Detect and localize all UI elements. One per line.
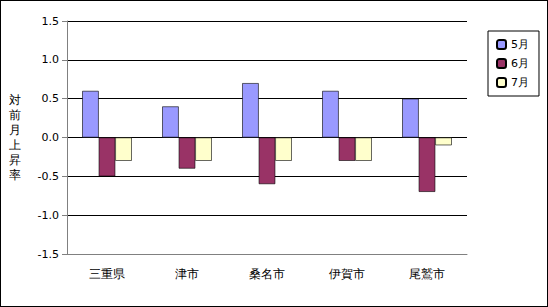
svg-text:伊賀市: 伊賀市 — [329, 267, 365, 281]
svg-text:5月: 5月 — [511, 38, 529, 51]
svg-text:-1.0: -1.0 — [38, 209, 59, 222]
svg-text:-1.5: -1.5 — [38, 248, 59, 261]
svg-text:上: 上 — [9, 138, 21, 152]
svg-text:6月: 6月 — [511, 57, 529, 70]
svg-text:桑名市: 桑名市 — [249, 267, 285, 281]
svg-text:1.5: 1.5 — [42, 15, 60, 28]
svg-text:0.0: 0.0 — [42, 131, 60, 144]
svg-text:津市: 津市 — [175, 267, 199, 281]
svg-text:前: 前 — [9, 108, 21, 122]
svg-text:対: 対 — [9, 93, 21, 107]
svg-text:月: 月 — [9, 123, 21, 137]
svg-text:昇: 昇 — [9, 153, 21, 167]
svg-text:-0.5: -0.5 — [38, 170, 59, 183]
svg-text:率: 率 — [9, 168, 21, 182]
svg-text:7月: 7月 — [511, 76, 529, 89]
svg-text:0.5: 0.5 — [42, 92, 60, 105]
svg-text:尾鷲市: 尾鷲市 — [409, 267, 445, 281]
svg-text:1.0: 1.0 — [42, 53, 60, 66]
svg-text:三重県: 三重県 — [89, 267, 125, 281]
